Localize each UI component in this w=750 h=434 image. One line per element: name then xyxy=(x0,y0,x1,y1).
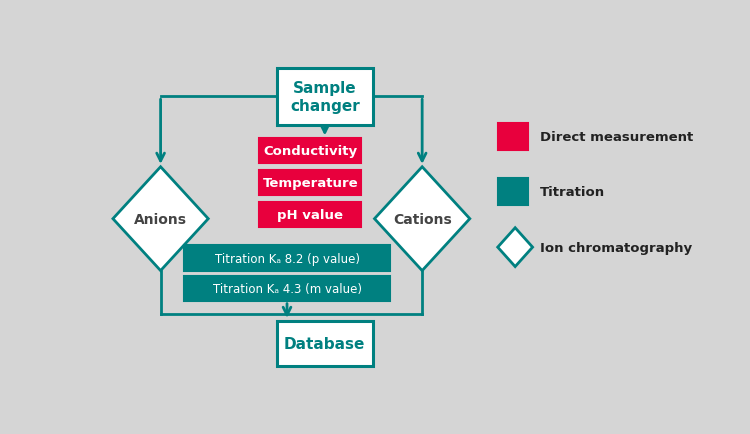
Text: Direct measurement: Direct measurement xyxy=(539,131,693,144)
Text: Titration Kₐ 8.2 (p value): Titration Kₐ 8.2 (p value) xyxy=(214,252,359,265)
Text: Cations: Cations xyxy=(393,212,452,226)
Text: Ion chromatography: Ion chromatography xyxy=(539,241,692,254)
FancyBboxPatch shape xyxy=(277,321,373,366)
Text: Conductivity: Conductivity xyxy=(263,145,357,158)
FancyBboxPatch shape xyxy=(260,202,362,227)
FancyBboxPatch shape xyxy=(260,139,362,164)
Text: Temperature: Temperature xyxy=(262,177,358,190)
FancyBboxPatch shape xyxy=(277,69,373,125)
FancyBboxPatch shape xyxy=(498,124,528,151)
Text: Database: Database xyxy=(284,336,365,351)
Text: Anions: Anions xyxy=(134,212,187,226)
Polygon shape xyxy=(374,168,470,271)
Text: Titration Kₐ 4.3 (m value): Titration Kₐ 4.3 (m value) xyxy=(212,282,362,295)
FancyBboxPatch shape xyxy=(260,171,362,196)
Polygon shape xyxy=(498,228,532,267)
Text: pH value: pH value xyxy=(278,208,344,221)
Text: Sample
changer: Sample changer xyxy=(290,81,360,113)
FancyBboxPatch shape xyxy=(184,276,390,301)
Polygon shape xyxy=(113,168,209,271)
FancyBboxPatch shape xyxy=(184,246,390,271)
Text: Titration: Titration xyxy=(539,186,604,199)
FancyBboxPatch shape xyxy=(498,179,528,206)
